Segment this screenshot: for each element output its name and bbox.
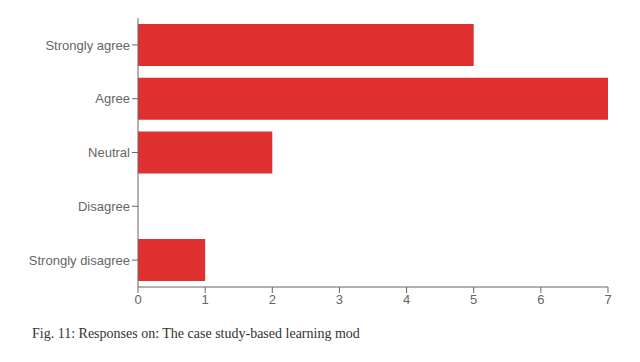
svg-text:7: 7 [604,292,611,307]
html-text:Fig. 11: Responses on: The cas: Fig. 11: Responses on: The case study-ba… [32,326,360,341]
svg-text:Agree: Agree [95,91,130,106]
svg-text:2: 2 [269,292,276,307]
svg-text:0: 0 [134,292,141,307]
svg-text:4: 4 [403,292,410,307]
svg-text:1: 1 [202,292,209,307]
svg-text:Strongly agree: Strongly agree [45,38,130,53]
svg-text:Disagree: Disagree [78,199,130,214]
svg-text:6: 6 [537,292,544,307]
svg-text:3: 3 [336,292,343,307]
svg-text:Strongly disagree: Strongly disagree [29,253,130,268]
svg-text:Neutral: Neutral [88,145,130,160]
svg-text:5: 5 [470,292,477,307]
